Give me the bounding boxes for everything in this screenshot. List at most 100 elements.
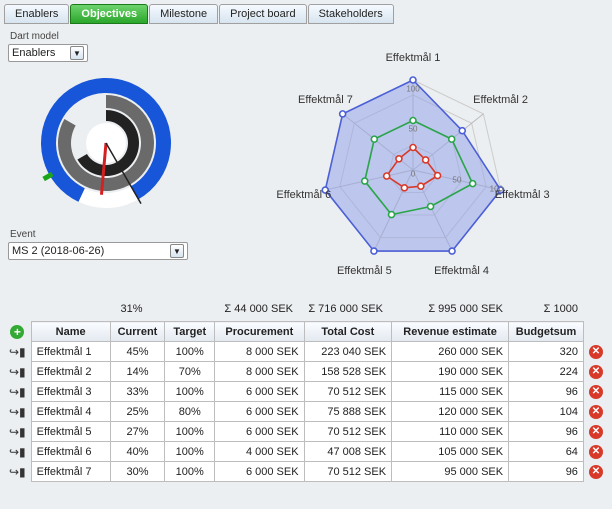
cell-target: 100% [165, 442, 215, 462]
cell-procurement: 4 000 SEK [215, 442, 304, 462]
cell-revenue: 115 000 SEK [392, 382, 509, 402]
chevron-down-icon: ▼ [70, 46, 84, 60]
radar-axis-label: Effektmål 3 [495, 189, 550, 201]
event-value: MS 2 (2018-06-26) [12, 245, 170, 257]
summary-budget: Σ 1000 [509, 301, 584, 317]
delete-row-icon[interactable]: ✕ [589, 425, 603, 439]
cell-budget: 64 [509, 442, 584, 462]
cell-procurement: 6 000 SEK [215, 422, 304, 442]
cell-revenue: 120 000 SEK [392, 402, 509, 422]
cell-revenue: 105 000 SEK [392, 442, 509, 462]
radar-axis-label: Effektmål 5 [337, 265, 392, 277]
cell-current: 45% [110, 342, 165, 362]
cell-target: 100% [165, 382, 215, 402]
event-select[interactable]: MS 2 (2018-06-26) ▼ [8, 242, 188, 260]
table-row[interactable]: ↪▮Effektmål 730%100%6 000 SEK70 512 SEK9… [4, 462, 608, 482]
cell-total_cost: 70 512 SEK [304, 422, 392, 442]
cell-procurement: 8 000 SEK [215, 342, 304, 362]
cell-current: 25% [110, 402, 165, 422]
row-link-icon[interactable]: ↪▮ [9, 345, 26, 359]
delete-row-icon[interactable]: ✕ [589, 365, 603, 379]
radar-chart: 05050100100Effektmål 1Effektmål 2Effektm… [213, 30, 612, 285]
cell-revenue: 190 000 SEK [392, 362, 509, 382]
table-row[interactable]: ↪▮Effektmål 425%80%6 000 SEK75 888 SEK12… [4, 402, 608, 422]
summary-row: 31% Σ 44 000 SEK Σ 716 000 SEK Σ 995 000… [4, 301, 608, 317]
row-link-icon[interactable]: ↪▮ [9, 425, 26, 439]
cell-target: 100% [165, 422, 215, 442]
row-link-icon[interactable]: ↪▮ [9, 405, 26, 419]
radar-axis-label: Effektmål 1 [386, 52, 441, 64]
summary-total-cost: Σ 716 000 SEK [299, 301, 389, 317]
cell-total_cost: 223 040 SEK [304, 342, 392, 362]
left-column: Dart model Enablers ▼ Event MS 2 (2018-0… [8, 30, 203, 285]
cell-procurement: 6 000 SEK [215, 382, 304, 402]
top-area: Dart model Enablers ▼ Event MS 2 (2018-0… [4, 28, 608, 293]
cell-target: 100% [165, 342, 215, 362]
summary-procurement: Σ 44 000 SEK [209, 301, 299, 317]
cell-budget: 96 [509, 382, 584, 402]
cell-name: Effektmål 3 [31, 382, 110, 402]
cell-procurement: 6 000 SEK [215, 402, 304, 422]
table-row[interactable]: ↪▮ Effektmål 145%100%8 000 SEK223 040 SEK… [4, 342, 608, 362]
cell-procurement: 6 000 SEK [215, 462, 304, 482]
event-label: Event [10, 229, 203, 240]
delete-row-icon[interactable]: ✕ [589, 345, 603, 359]
cell-name: Effektmål 7 [31, 462, 110, 482]
delete-row-icon[interactable]: ✕ [589, 445, 603, 459]
cell-budget: 104 [509, 402, 584, 422]
cell-total_cost: 70 512 SEK [304, 462, 392, 482]
cell-revenue: 260 000 SEK [392, 342, 509, 362]
cell-current: 33% [110, 382, 165, 402]
tab-project-board[interactable]: Project board [219, 4, 306, 24]
cell-name: Effektmål 2 [31, 362, 110, 382]
row-link-icon[interactable]: ↪▮ [9, 445, 26, 459]
table-row[interactable]: ↪▮ Effektmål 333%100%6 000 SEK70 512 SEK1… [4, 382, 608, 402]
col-current[interactable]: Current [110, 322, 165, 342]
col-name[interactable]: Name [31, 322, 110, 342]
table-row[interactable]: ↪▮Effektmål 640%100%4 000 SEK47 008 SEK1… [4, 442, 608, 462]
summary-revenue: Σ 995 000 SEK [389, 301, 509, 317]
cell-target: 100% [165, 462, 215, 482]
row-link-icon[interactable]: ↪▮ [9, 385, 26, 399]
objectives-table: + NameCurrentTargetProcurementTotal CostR… [4, 321, 608, 482]
row-link-icon[interactable]: ↪▮ [9, 465, 26, 479]
cell-current: 27% [110, 422, 165, 442]
row-link-icon[interactable]: ↪▮ [9, 365, 26, 379]
cell-target: 80% [165, 402, 215, 422]
radar-axis-label: Effektmål 7 [298, 94, 353, 106]
add-row-icon[interactable]: + [10, 325, 24, 339]
cell-procurement: 8 000 SEK [215, 362, 304, 382]
col-budgetsum[interactable]: Budgetsum [509, 322, 584, 342]
cell-current: 40% [110, 442, 165, 462]
dart-model-value: Enablers [12, 47, 70, 59]
table-row[interactable]: ↪▮Effektmål 214%70%8 000 SEK158 528 SEK1… [4, 362, 608, 382]
col-revenue-estimate[interactable]: Revenue estimate [392, 322, 509, 342]
donut-chart [8, 62, 203, 228]
chevron-down-icon: ▼ [170, 244, 184, 258]
tab-milestone[interactable]: Milestone [149, 4, 218, 24]
radar-axis-label: Effektmål 4 [434, 265, 489, 277]
cell-name: Effektmål 4 [31, 402, 110, 422]
cell-revenue: 110 000 SEK [392, 422, 509, 442]
table-row[interactable]: ↪▮Effektmål 527%100%6 000 SEK70 512 SEK1… [4, 422, 608, 442]
radar-axis-label: Effektmål 6 [276, 189, 331, 201]
cell-name: Effektmål 1 [31, 342, 110, 362]
tab-bar: EnablersObjectivesMilestoneProject board… [4, 4, 608, 24]
radar-ring-label: 100 [406, 84, 419, 93]
tab-enablers[interactable]: Enablers [4, 4, 69, 24]
radar-ring-label: 50 [452, 176, 461, 185]
col-procurement[interactable]: Procurement [215, 322, 304, 342]
radar-ring-label: 50 [409, 125, 418, 134]
delete-row-icon[interactable]: ✕ [589, 465, 603, 479]
cell-total_cost: 70 512 SEK [304, 382, 392, 402]
radar-axis-label: Effektmål 2 [473, 94, 528, 106]
col-total-cost[interactable]: Total Cost [304, 322, 392, 342]
tab-stakeholders[interactable]: Stakeholders [308, 4, 394, 24]
col-target[interactable]: Target [165, 322, 215, 342]
tab-objectives[interactable]: Objectives [70, 4, 148, 24]
delete-row-icon[interactable]: ✕ [589, 385, 603, 399]
cell-name: Effektmål 6 [31, 442, 110, 462]
cell-budget: 96 [509, 462, 584, 482]
dart-model-select[interactable]: Enablers ▼ [8, 44, 88, 62]
delete-row-icon[interactable]: ✕ [589, 405, 603, 419]
